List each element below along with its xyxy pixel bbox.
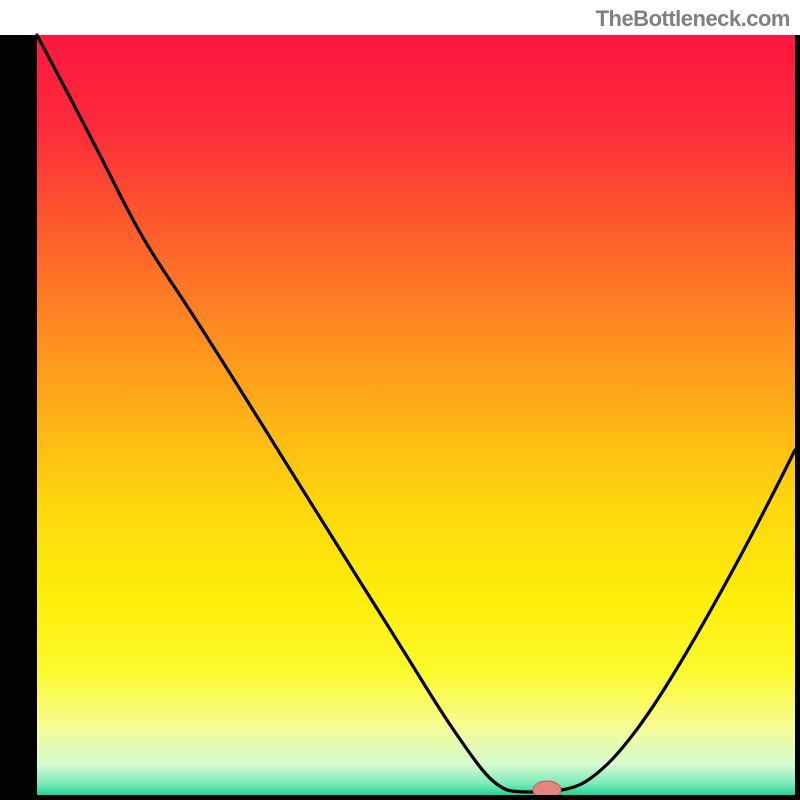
frame-right [795,35,800,795]
frame-bottom [0,795,800,800]
heat-gradient-background [37,35,795,795]
plot-area [0,0,800,800]
attribution-text: TheBottleneck.com [596,6,790,32]
bottleneck-chart: TheBottleneck.com [0,0,800,800]
frame-left [0,35,37,795]
